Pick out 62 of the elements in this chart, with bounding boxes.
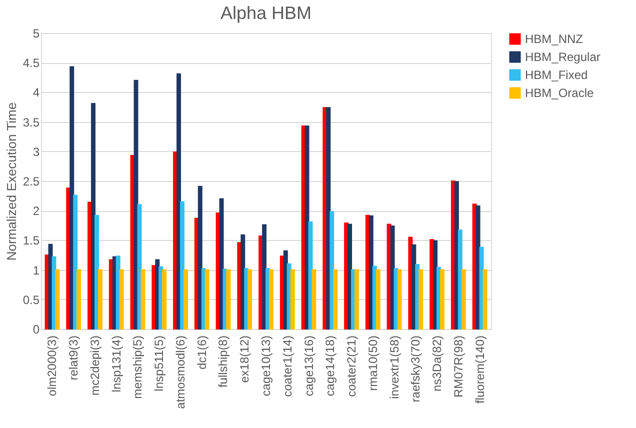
bar <box>162 269 167 330</box>
x-tick-label: RM07R(98) <box>451 335 466 398</box>
y-tick-label: 2.5 <box>22 174 40 188</box>
x-tick-label: coater1(14) <box>280 336 294 397</box>
bar <box>55 269 60 330</box>
x-tick-label: cage10(13) <box>259 336 273 396</box>
x-tick-label: atmosmodl(6) <box>173 336 188 409</box>
x-tick-label: lnsp511(5) <box>152 336 166 392</box>
bar <box>440 269 444 330</box>
bar <box>119 269 124 330</box>
x-tick-label: rma10(50) <box>366 336 380 391</box>
bar <box>333 269 338 330</box>
y-tick-label: 5 <box>32 26 40 40</box>
bar <box>198 186 202 330</box>
x-tick-label: fullship(8) <box>216 336 230 388</box>
bar <box>204 269 210 330</box>
legend-label: HBM_Regular <box>525 50 600 64</box>
y-tick-label: 4.5 <box>22 56 40 70</box>
bar <box>418 269 424 330</box>
bar <box>397 269 402 330</box>
bar <box>376 269 380 330</box>
bar <box>354 269 359 330</box>
legend-label: HBM_NNZ <box>525 32 584 46</box>
bar <box>180 201 184 330</box>
bar <box>248 269 252 330</box>
x-tick-label: ex18(12) <box>238 336 252 383</box>
x-tick-label: relat9(3) <box>66 336 81 380</box>
bar <box>268 269 274 330</box>
bar <box>73 194 78 330</box>
legend-label: HBM_Oracle <box>525 86 594 100</box>
bar <box>312 269 316 330</box>
bar <box>183 269 188 330</box>
x-tick-label: invextr1(58) <box>387 336 402 399</box>
y-tick-label: 2 <box>32 204 40 218</box>
x-tick-label: memship(5) <box>130 336 145 399</box>
bar <box>98 269 102 330</box>
x-tick-label: cage13(16) <box>302 336 316 396</box>
x-tick-label: coater2(21) <box>344 336 359 397</box>
bar <box>140 269 146 330</box>
bar <box>137 204 142 330</box>
x-tick-label: raefsky3(70) <box>408 336 423 402</box>
x-tick-label: ns3Da(82) <box>430 336 444 392</box>
chart-title: Alpha HBM <box>220 3 312 23</box>
x-tick-label: dc1(6) <box>194 336 209 370</box>
y-axis-title: Normalized Execution Time <box>4 102 19 261</box>
x-tick-label: mc2depi(3) <box>88 336 102 396</box>
y-tick-label: 0.5 <box>22 292 40 307</box>
x-tick-label: cage14(18) <box>323 336 338 396</box>
bar <box>76 269 82 330</box>
y-tick-label: 3 <box>32 144 40 159</box>
y-tick-label: 0 <box>32 322 40 336</box>
x-tick-label: fluorem(140) <box>472 336 487 404</box>
bar <box>290 269 295 330</box>
bar <box>226 269 231 330</box>
y-tick-label: 1.5 <box>22 234 40 248</box>
x-tick-label: olm2000(3) <box>45 336 60 396</box>
legend-label: HBM_Fixed <box>525 68 588 82</box>
y-tick-label: 3.5 <box>22 115 40 130</box>
x-tick-label: lnsp131(4) <box>109 336 124 392</box>
y-tick-label: 4 <box>32 86 40 100</box>
y-tick-label: 1 <box>32 263 40 278</box>
bar <box>461 269 466 330</box>
